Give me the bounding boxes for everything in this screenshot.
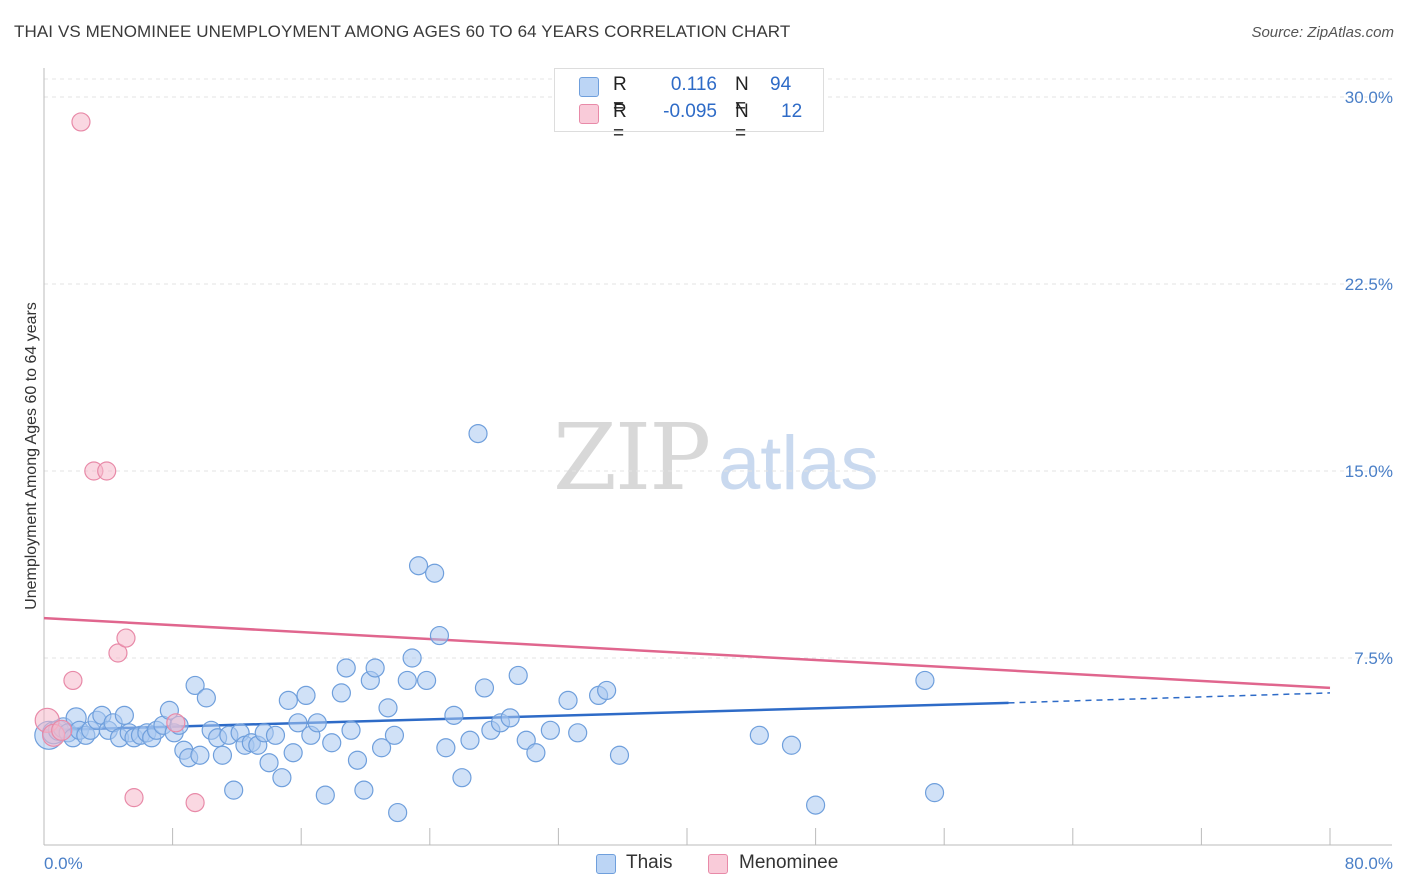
thais-point [597,680,617,701]
y-axis-label: Unemployment Among Ages 60 to 64 years [23,302,40,610]
thais-point [341,720,361,740]
thais-point [278,690,298,710]
thais-point [212,745,233,765]
thais-point [460,730,480,750]
thais-point [540,720,560,740]
thais-trend-line [43,701,1009,732]
thais-point [915,670,935,691]
thais-point [749,725,769,745]
x-tick-label-start: 0.0% [44,854,83,873]
x-tick-label-end: 80.0% [1345,854,1393,873]
thais-point [315,785,335,805]
thais-point [436,738,456,758]
thais-point [558,690,578,710]
thais-point [388,802,408,823]
legend-menominee-label: Menominee [739,852,839,873]
thais-point [378,698,398,718]
thais-point [196,688,216,708]
source-credit: Source: ZipAtlas.com [1251,24,1394,41]
thais-point [416,670,437,691]
thais-point [265,725,286,745]
thais-point [365,658,385,678]
thais-point [924,783,945,803]
thais-point [500,708,520,728]
menominee-point [185,793,205,813]
menominee-point [124,788,144,808]
watermark-atlas: atlas [718,421,879,506]
thais-point [526,743,546,763]
thais-point [474,678,495,698]
thais-point [336,658,356,678]
legend-n-label: N = [735,101,749,144]
thais-point [468,424,488,444]
legend-r-label: R = [613,101,627,144]
menominee-point [63,670,83,691]
thais-trend-extension [1008,692,1331,704]
thais-point [508,665,528,686]
thais-point [272,768,292,788]
thais-point [296,685,316,706]
thais-point [452,768,472,788]
thais-point [288,713,308,733]
thais-point [283,743,303,763]
thais-point [224,780,244,800]
thais-point [429,625,450,646]
thais-point [384,725,405,745]
menominee-point [51,719,73,741]
thais-point [425,563,445,583]
y-tick-label: 30.0% [1345,88,1393,107]
thais-point [805,795,826,815]
thais-point [347,750,368,770]
menominee-point [116,628,136,648]
thais-point [185,675,205,696]
legend-r-label: R = [613,74,627,117]
legend-n-value: 94 [770,74,792,95]
menominee-point [108,643,128,663]
legend: R = 0.116 N = 94 R = -0.095 N = 12 [554,68,824,144]
menominee-point [97,461,117,481]
thais-point [397,670,417,691]
thais-legend-icon [596,854,616,874]
legend-r-value: 0.116 [670,74,717,95]
thais-point [331,683,351,703]
thais-point [307,713,327,733]
menominee-swatch-icon [579,104,599,124]
thais-point [354,780,374,800]
menominee-trend-line [43,616,1331,690]
legend-n-label: N = [735,74,749,117]
legend-thais-label: Thais [626,852,673,873]
thais-point [568,723,588,743]
menominee-point [166,713,186,733]
thais-point [190,745,210,765]
y-tick-label: 7.5% [1354,649,1393,668]
thais-point [609,745,630,765]
thais-swatch-icon [579,77,599,97]
thais-point [408,556,429,576]
menominee-legend-icon [708,854,728,874]
thais-point [781,735,802,755]
thais-point [444,705,464,725]
legend-n-value: 12 [781,101,803,122]
thais-point [322,733,342,753]
thais-point [402,648,422,668]
y-tick-label: 22.5% [1345,275,1393,294]
menominee-point [71,112,91,132]
y-tick-label: 15.0% [1345,462,1393,481]
watermark-zip: ZIP [553,404,711,511]
legend-r-value: -0.095 [663,101,717,122]
thais-point [259,753,279,773]
chart-title: THAI VS MENOMINEE UNEMPLOYMENT AMONG AGE… [14,22,791,41]
thais-point [114,705,134,725]
bottom-legend: Thais Menominee [0,852,1406,878]
thais-point [371,738,392,758]
